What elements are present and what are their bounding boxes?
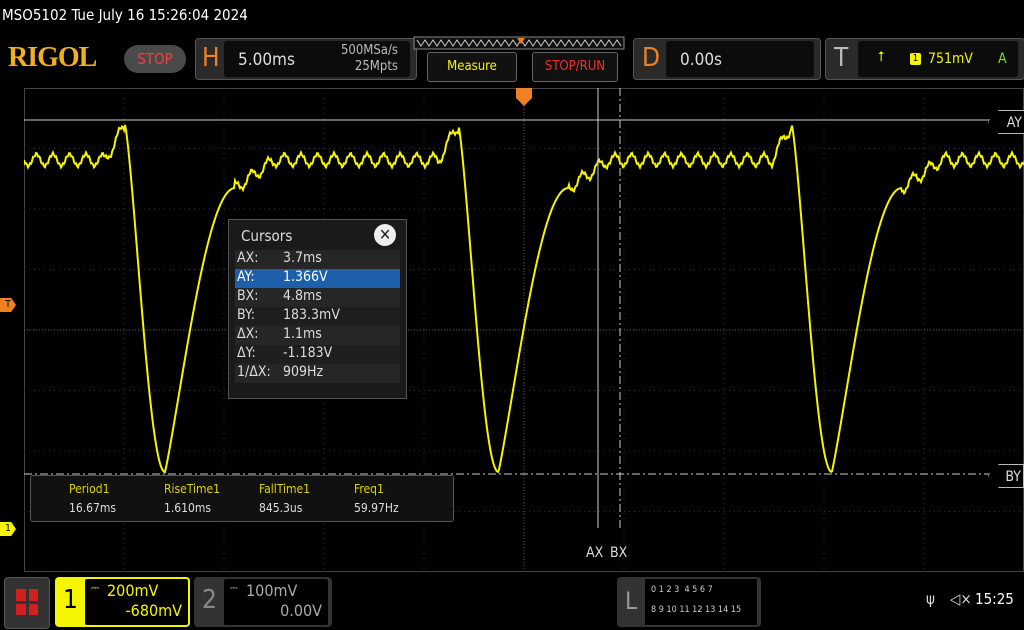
cursor-label: ΔX: xyxy=(237,326,259,342)
measurement-name: Period1 xyxy=(69,482,110,496)
horizontal-panel[interactable]: H 5.00ms 500MSa/s 25Mpts xyxy=(195,38,417,80)
cursor-value: 1.366V xyxy=(283,269,328,285)
cursor-row: BX: 4.8ms xyxy=(235,288,400,307)
ch1-waveform xyxy=(24,124,1024,474)
cursor-row: AX: 3.7ms xyxy=(235,250,400,269)
ch1-scale: 200mV xyxy=(107,581,159,600)
logic-channels-row1: 0 1 2 3 4 5 6 7 xyxy=(651,585,713,595)
logic-button[interactable]: L 0 1 2 3 4 5 6 7 8 9 10 11 12 13 14 15 xyxy=(617,577,761,627)
trigger-panel[interactable]: T ⭡ 1 751mV A xyxy=(825,38,1024,80)
measurement-name: RiseTime1 xyxy=(164,482,221,496)
cursor-label: BY: xyxy=(237,307,255,323)
horizontal-letter: H xyxy=(202,43,220,73)
cursor-row: AY: 1.366V xyxy=(235,269,400,288)
cursor-row: ΔX: 1.1ms xyxy=(235,326,400,345)
cursor-readouts: AX: 3.7ms AY: 1.366V BX: 4.8ms BY: 183.3mV ΔX: 1.… xyxy=(229,250,406,383)
measurement-item[interactable]: Freq1 59.97Hz xyxy=(354,482,399,515)
measurement-bar: Period1 16.67ms RiseTime1 1.610ms FallTime1 8… xyxy=(30,475,454,522)
ch2-number: 2 xyxy=(202,585,217,615)
close-icon[interactable]: ✕ xyxy=(374,224,396,246)
measurement-value: 845.3us xyxy=(259,501,303,515)
dc-coupling-icon: ⎓ xyxy=(91,583,99,594)
rising-edge-icon: ⭡ xyxy=(878,49,885,65)
cursor-ax-label[interactable]: AX xyxy=(586,545,604,561)
ch2-scale: 100mV xyxy=(246,581,298,600)
run-state-badge[interactable]: STOP xyxy=(124,45,186,73)
ch1-offset-marker[interactable]: 1 xyxy=(0,522,16,536)
delay-letter: D xyxy=(642,43,661,73)
cursor-value: 183.3mV xyxy=(283,307,340,323)
stop-run-button[interactable]: STOP/RUN xyxy=(532,52,618,82)
ch2-button[interactable]: 2 ⎓ 100mV 0.00V xyxy=(194,577,332,627)
trigger-level-marker[interactable]: T xyxy=(0,298,16,312)
clock: 15:25 xyxy=(975,590,1014,608)
measurement-item[interactable]: RiseTime1 1.610ms xyxy=(164,482,220,515)
timebase: 5.00ms xyxy=(238,50,295,70)
cursor-label: ΔY: xyxy=(237,345,256,361)
measurement-item[interactable]: Period1 16.67ms xyxy=(69,482,116,515)
cursor-label: AY: xyxy=(237,269,255,285)
trigger-position-marker xyxy=(516,88,532,106)
cursor-label: BX: xyxy=(237,288,259,304)
trigger-source: 1 xyxy=(910,53,921,65)
measurement-value: 1.610ms xyxy=(164,501,212,515)
cursor-row: 1/ΔX: 909Hz xyxy=(235,364,400,383)
cursor-value: 3.7ms xyxy=(283,250,322,266)
trigger-letter: T xyxy=(834,43,849,73)
menu-button[interactable] xyxy=(4,577,50,629)
logic-letter: L xyxy=(625,587,638,615)
memory-depth: 25Mpts xyxy=(354,59,398,74)
cursor-value: 1.1ms xyxy=(283,326,322,342)
trigger-level: 751mV xyxy=(928,51,973,67)
cursors-title: Cursors xyxy=(241,227,293,245)
cursor-label: 1/ΔX: xyxy=(237,364,271,380)
cursor-value: 909Hz xyxy=(283,364,324,380)
measurement-name: FallTime1 xyxy=(259,482,310,496)
cursor-row: ΔY: -1.183V xyxy=(235,345,400,364)
dc-coupling-icon: ⎓ xyxy=(230,583,238,594)
cursor-row: BY: 183.3mV xyxy=(235,307,400,326)
measurement-value: 16.67ms xyxy=(69,501,117,515)
memory-position-bar[interactable] xyxy=(413,36,625,50)
ch1-offset: -680mV xyxy=(125,601,182,620)
cursor-label: AX: xyxy=(237,250,259,266)
cursors-panel: Cursors ✕ AX: 3.7ms AY: 1.366V BX: 4.8ms BY: 18… xyxy=(228,219,407,399)
logic-channels-row2: 8 9 10 11 12 13 14 15 xyxy=(651,605,742,615)
ch2-offset: 0.00V xyxy=(280,601,322,620)
measurement-value: 59.97Hz xyxy=(354,501,399,515)
measure-button[interactable]: Measure xyxy=(427,52,517,82)
waveform-grid[interactable] xyxy=(24,88,1024,572)
grid-menu-icon xyxy=(16,589,38,615)
trigger-mode: A xyxy=(998,51,1007,67)
cursor-value: -1.183V xyxy=(283,345,333,361)
ch1-button[interactable]: 1 ⎓ 200mV -680mV xyxy=(55,577,190,627)
muted-speaker-icon[interactable]: ◁× xyxy=(950,590,972,608)
title-bar: MSO5102 Tue July 16 15:26:04 2024 xyxy=(2,6,248,24)
measurement-name: Freq1 xyxy=(354,482,384,496)
measurement-item[interactable]: FallTime1 845.3us xyxy=(259,482,310,515)
cursor-value: 4.8ms xyxy=(283,288,322,304)
rigol-logo: RIGOL xyxy=(8,42,97,73)
delay-panel[interactable]: D 0.00s xyxy=(633,38,821,80)
usb-icon: ψ xyxy=(926,590,935,608)
ch1-number: 1 xyxy=(63,585,78,615)
cursor-bx-label[interactable]: BX xyxy=(610,545,628,561)
sample-rate: 500MSa/s xyxy=(340,43,398,58)
delay-value: 0.00s xyxy=(680,50,723,70)
